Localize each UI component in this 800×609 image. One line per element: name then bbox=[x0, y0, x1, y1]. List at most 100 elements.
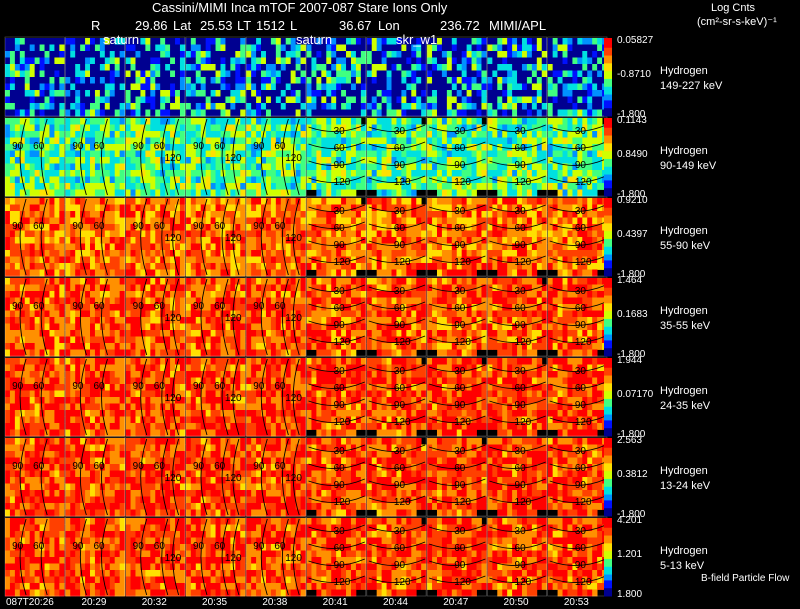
image-pixel bbox=[441, 118, 448, 125]
image-pixel bbox=[205, 90, 212, 97]
image-pixel bbox=[421, 64, 427, 71]
image-pixel bbox=[155, 243, 161, 251]
image-pixel bbox=[190, 237, 197, 244]
image-pixel bbox=[75, 77, 81, 84]
image-pixel bbox=[190, 250, 197, 257]
image-pixel bbox=[94, 38, 101, 45]
image-pixel bbox=[185, 137, 192, 145]
image-pixel bbox=[285, 256, 292, 264]
image-pixel bbox=[577, 211, 583, 218]
image-panel-frame bbox=[426, 196, 487, 277]
image-pixel bbox=[246, 137, 252, 145]
image-pixel bbox=[541, 96, 548, 104]
image-pixel bbox=[381, 217, 387, 225]
image-pixel bbox=[316, 57, 322, 65]
image-pixel bbox=[94, 250, 101, 257]
image-pixel bbox=[567, 230, 573, 238]
image-pixel bbox=[306, 51, 312, 58]
image-pixel bbox=[406, 44, 412, 52]
image-pixel bbox=[59, 90, 65, 97]
image-pixel bbox=[80, 183, 86, 190]
image-pixel bbox=[44, 237, 50, 244]
image-pixel bbox=[200, 297, 207, 305]
image-pixel bbox=[90, 211, 96, 218]
image-pixel bbox=[170, 90, 176, 97]
image-pixel bbox=[552, 64, 558, 71]
image-pixel bbox=[541, 70, 548, 78]
image-pixel bbox=[94, 243, 101, 251]
image-pixel bbox=[44, 51, 50, 58]
image-pixel bbox=[401, 64, 407, 71]
image-panel-frame bbox=[245, 36, 306, 117]
image-pixel bbox=[306, 163, 312, 171]
image-pixel bbox=[114, 297, 121, 305]
image-pixel bbox=[336, 96, 342, 104]
image-pixel bbox=[49, 237, 55, 244]
image-pixel bbox=[34, 124, 40, 132]
image-pixel bbox=[195, 263, 202, 270]
image-pixel bbox=[210, 211, 216, 218]
image-pixel bbox=[497, 198, 503, 205]
image-pixel bbox=[547, 124, 554, 132]
image-pixel bbox=[316, 150, 322, 158]
image-pixel bbox=[587, 38, 593, 45]
image-pixel bbox=[461, 217, 468, 225]
image-pixel bbox=[175, 51, 181, 58]
image-pixel bbox=[446, 44, 453, 52]
image-pixel bbox=[44, 57, 50, 65]
image-pixel bbox=[481, 44, 487, 52]
image-pixel bbox=[59, 323, 65, 331]
image-pixel bbox=[572, 176, 578, 184]
image-pixel bbox=[29, 144, 36, 151]
image-pixel bbox=[195, 284, 202, 292]
image-pixel bbox=[446, 170, 453, 177]
image-pixel bbox=[104, 336, 111, 344]
image-pixel bbox=[230, 343, 236, 350]
image-pixel bbox=[170, 70, 176, 78]
image-pixel bbox=[165, 103, 171, 110]
image-pixel bbox=[547, 224, 554, 231]
image-pixel bbox=[165, 83, 171, 91]
image-pixel bbox=[140, 237, 146, 244]
image-pixel bbox=[350, 144, 357, 151]
image-pixel bbox=[59, 57, 65, 65]
image-pixel bbox=[346, 124, 352, 132]
image-pixel bbox=[235, 217, 241, 225]
image-pixel bbox=[5, 343, 11, 350]
image-pixel bbox=[165, 250, 171, 257]
image-pixel bbox=[567, 137, 573, 145]
image-pixel bbox=[366, 150, 373, 158]
image-pixel bbox=[200, 343, 207, 350]
image-pixel bbox=[130, 70, 136, 78]
image-pixel bbox=[215, 176, 221, 184]
image-pixel bbox=[456, 163, 463, 171]
image-pixel bbox=[376, 57, 383, 65]
image-pixel bbox=[512, 217, 518, 225]
image-pixel bbox=[406, 118, 412, 125]
image-pixel bbox=[521, 118, 528, 125]
image-pixel bbox=[135, 163, 141, 171]
image-pixel bbox=[531, 189, 538, 197]
image-pixel bbox=[140, 150, 146, 158]
image-pixel bbox=[592, 250, 598, 257]
image-pixel bbox=[179, 183, 186, 190]
image-pixel bbox=[85, 343, 91, 350]
image-pixel bbox=[541, 237, 548, 244]
image-pixel bbox=[230, 176, 236, 184]
image-pixel bbox=[306, 96, 312, 104]
image-pixel bbox=[481, 109, 487, 117]
image-pixel bbox=[80, 83, 86, 91]
image-pixel bbox=[476, 109, 482, 117]
image-pixel bbox=[456, 230, 463, 238]
image-pixel bbox=[34, 77, 40, 84]
image-pixel bbox=[39, 103, 45, 110]
image-pixel bbox=[220, 144, 226, 151]
image-pixel bbox=[376, 64, 383, 71]
image-pixel bbox=[34, 176, 40, 184]
image-pixel bbox=[597, 163, 603, 171]
image-pixel bbox=[90, 44, 96, 52]
image-pixel bbox=[215, 317, 221, 324]
image-pixel bbox=[321, 64, 327, 71]
image-pixel bbox=[275, 157, 282, 164]
image-pixel bbox=[175, 263, 181, 270]
